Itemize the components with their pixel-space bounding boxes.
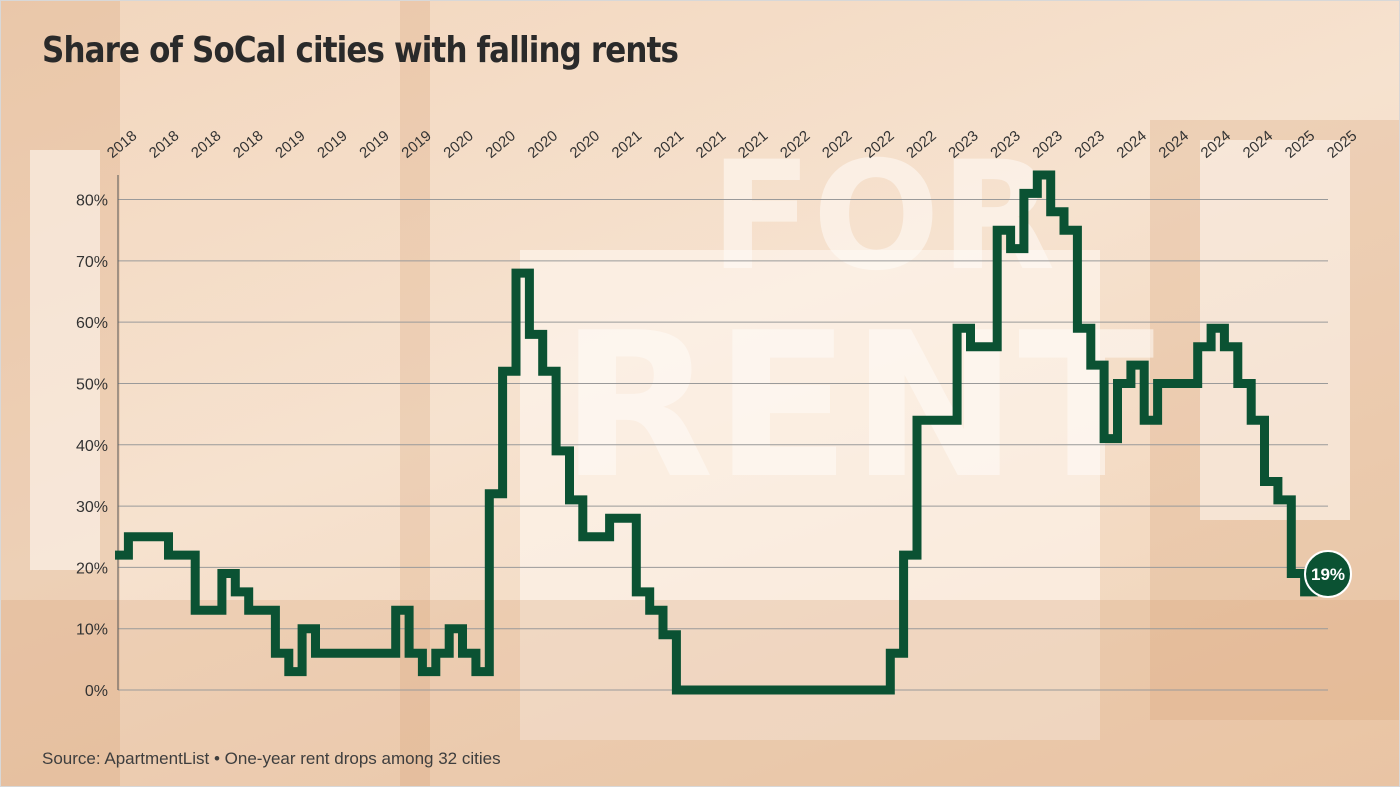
x-tick-label: 2021 bbox=[735, 127, 771, 161]
y-tick-label: 30% bbox=[76, 499, 108, 516]
x-tick-label: 2024 bbox=[1114, 127, 1150, 161]
x-tick-label: 2018 bbox=[188, 127, 224, 161]
y-axis: 0% 10% 20% 30% 40% 50% 60% 70% 80% bbox=[76, 175, 119, 700]
source-note: Source: ApartmentList • One-year rent dr… bbox=[42, 749, 501, 768]
y-tick-label: 50% bbox=[76, 376, 108, 393]
y-tick-label: 20% bbox=[76, 560, 108, 577]
y-tick-label: 70% bbox=[76, 254, 108, 271]
end-annotation: 19% bbox=[1304, 550, 1352, 598]
x-tick-label: 2020 bbox=[525, 127, 561, 161]
x-tick-label: 2020 bbox=[440, 127, 476, 161]
x-tick-label: 2024 bbox=[1198, 127, 1234, 161]
x-tick-label: 2025 bbox=[1282, 127, 1318, 161]
x-axis: 2018 2018 2018 2018 2019 2019 2019 2019 2020 2020… bbox=[104, 127, 1360, 161]
x-tick-label: 2022 bbox=[819, 127, 855, 161]
y-tick-label: 80% bbox=[76, 193, 108, 210]
chart-title: Share of SoCal cities with falling rents bbox=[42, 30, 679, 71]
x-tick-label: 2019 bbox=[272, 127, 308, 161]
y-tick-label: 0% bbox=[85, 683, 108, 700]
x-tick-label: 2022 bbox=[777, 127, 813, 161]
y-tick-label: 60% bbox=[76, 315, 108, 332]
x-tick-label: 2021 bbox=[609, 127, 645, 161]
series-line-0 bbox=[115, 170, 1318, 695]
x-tick-label: 2020 bbox=[482, 127, 518, 161]
x-tick-label: 2020 bbox=[567, 127, 603, 161]
x-tick-label: 2023 bbox=[1071, 127, 1107, 161]
y-tick-label: 40% bbox=[76, 438, 108, 455]
x-tick-label: 2018 bbox=[230, 127, 266, 161]
y-tick-label: 10% bbox=[76, 622, 108, 639]
gridlines bbox=[118, 199, 1328, 691]
x-tick-label: 2024 bbox=[1156, 127, 1192, 161]
x-tick-label: 2018 bbox=[146, 127, 182, 161]
value-badge-label: 19% bbox=[1311, 565, 1345, 584]
x-tick-label: 2019 bbox=[398, 127, 434, 161]
x-tick-label: 2022 bbox=[861, 127, 897, 161]
x-tick-label: 2023 bbox=[1029, 127, 1065, 161]
x-tick-label: 2024 bbox=[1240, 127, 1276, 161]
x-tick-label: 2018 bbox=[104, 127, 140, 161]
x-tick-label: 2022 bbox=[903, 127, 939, 161]
x-tick-label: 2023 bbox=[945, 127, 981, 161]
x-tick-label: 2019 bbox=[356, 127, 392, 161]
x-tick-label: 2025 bbox=[1324, 127, 1360, 161]
series bbox=[115, 170, 1318, 695]
x-tick-label: 2021 bbox=[651, 127, 687, 161]
x-tick-label: 2021 bbox=[693, 127, 729, 161]
x-tick-label: 2023 bbox=[987, 127, 1023, 161]
x-tick-label: 2019 bbox=[314, 127, 350, 161]
value-badge bbox=[1304, 550, 1352, 598]
